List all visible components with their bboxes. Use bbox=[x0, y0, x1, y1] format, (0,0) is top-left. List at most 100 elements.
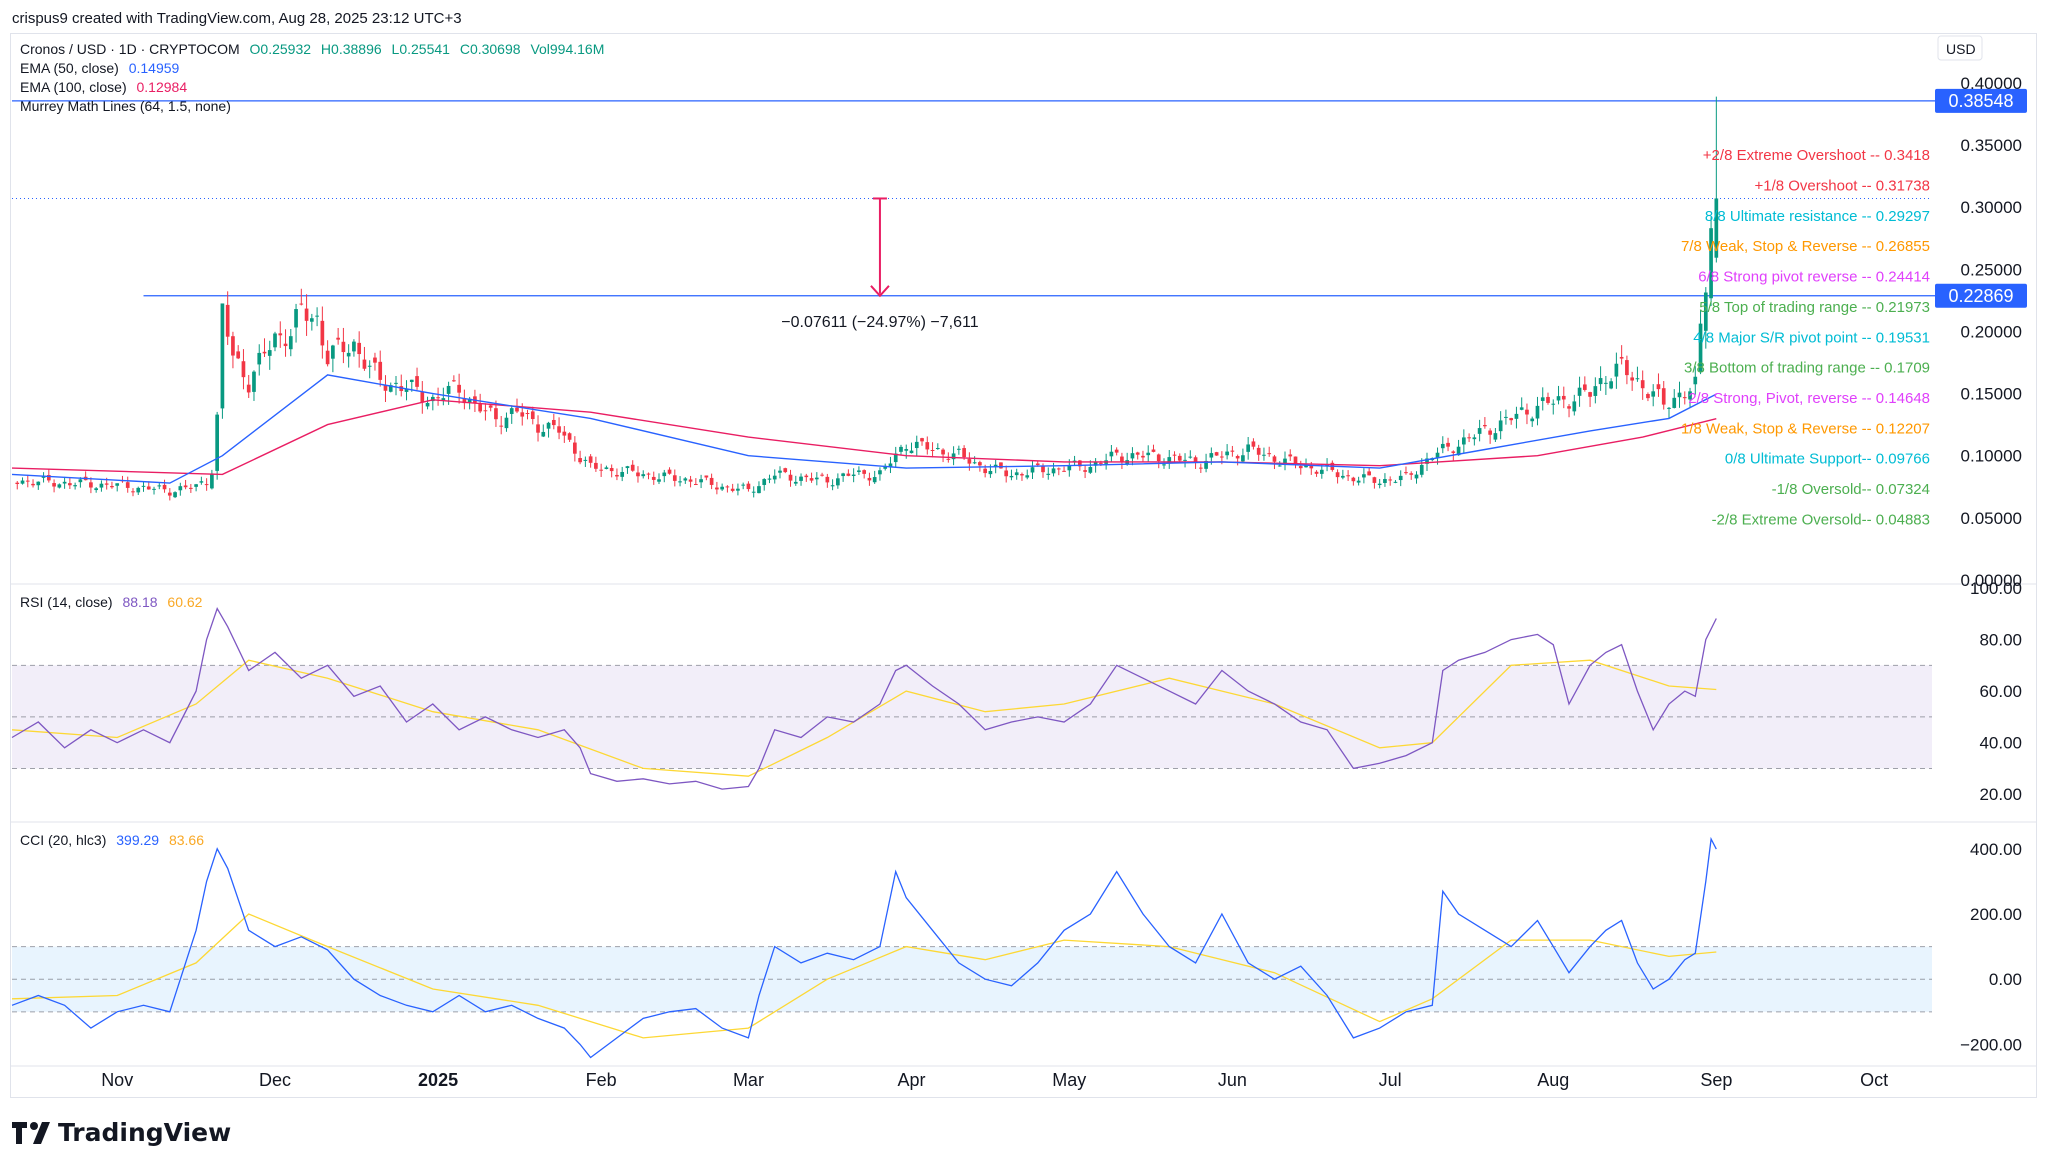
candle[interactable] bbox=[441, 398, 446, 401]
candle[interactable] bbox=[204, 484, 209, 486]
candle[interactable] bbox=[1372, 477, 1377, 483]
candle[interactable] bbox=[704, 475, 709, 478]
candle[interactable] bbox=[273, 333, 277, 348]
candle[interactable] bbox=[31, 483, 35, 486]
candle[interactable] bbox=[988, 470, 993, 475]
candle[interactable] bbox=[983, 468, 987, 474]
candle[interactable] bbox=[1398, 475, 1403, 481]
candle[interactable] bbox=[920, 438, 924, 442]
candle[interactable] bbox=[136, 487, 141, 493]
candle[interactable] bbox=[925, 442, 930, 450]
candle[interactable] bbox=[1651, 391, 1656, 397]
ema100-line[interactable] bbox=[11, 399, 1717, 476]
candle[interactable] bbox=[183, 485, 188, 488]
candle[interactable] bbox=[1151, 449, 1156, 452]
candle[interactable] bbox=[1567, 406, 1571, 409]
candle[interactable] bbox=[373, 357, 377, 363]
candle[interactable] bbox=[488, 405, 493, 408]
candle[interactable] bbox=[1230, 450, 1235, 452]
ema50-line[interactable] bbox=[11, 374, 1717, 484]
candle[interactable] bbox=[1251, 441, 1256, 447]
candle[interactable] bbox=[957, 448, 961, 450]
candle[interactable] bbox=[730, 488, 735, 491]
candle[interactable] bbox=[1172, 454, 1177, 456]
candle[interactable] bbox=[793, 481, 798, 484]
candle[interactable] bbox=[762, 479, 767, 485]
candle[interactable] bbox=[225, 304, 230, 337]
candle[interactable] bbox=[878, 470, 882, 475]
candle[interactable] bbox=[772, 475, 777, 480]
candle[interactable] bbox=[1425, 458, 1429, 464]
candle[interactable] bbox=[599, 469, 603, 471]
candle[interactable] bbox=[557, 426, 561, 433]
candle[interactable] bbox=[394, 382, 398, 384]
candle[interactable] bbox=[662, 472, 667, 477]
candle[interactable] bbox=[1162, 464, 1166, 466]
candle[interactable] bbox=[820, 474, 824, 476]
candle[interactable] bbox=[1546, 396, 1550, 403]
candle[interactable] bbox=[1204, 460, 1208, 469]
candle[interactable] bbox=[1551, 403, 1556, 405]
candle[interactable] bbox=[1588, 392, 1592, 397]
candle[interactable] bbox=[851, 474, 856, 476]
candle[interactable] bbox=[909, 450, 914, 454]
candle[interactable] bbox=[299, 303, 304, 305]
candle[interactable] bbox=[1167, 457, 1172, 464]
candle[interactable] bbox=[594, 462, 598, 469]
candle[interactable] bbox=[462, 399, 467, 404]
candle[interactable] bbox=[315, 315, 319, 317]
candle[interactable] bbox=[1135, 452, 1140, 455]
candle[interactable] bbox=[467, 398, 472, 403]
candle[interactable] bbox=[236, 351, 241, 359]
candle[interactable] bbox=[967, 459, 972, 464]
candle[interactable] bbox=[736, 488, 740, 491]
candle[interactable] bbox=[862, 470, 867, 474]
candle[interactable] bbox=[246, 384, 251, 393]
candle[interactable] bbox=[167, 492, 172, 496]
candle[interactable] bbox=[1362, 474, 1366, 478]
candle[interactable] bbox=[872, 477, 877, 483]
candle[interactable] bbox=[962, 448, 966, 458]
candle[interactable] bbox=[420, 392, 425, 403]
candle[interactable] bbox=[25, 480, 30, 482]
candle[interactable] bbox=[110, 486, 114, 488]
candle[interactable] bbox=[1504, 416, 1508, 418]
candle[interactable] bbox=[778, 470, 782, 473]
candle[interactable] bbox=[152, 488, 156, 490]
candle[interactable] bbox=[930, 450, 935, 452]
candle[interactable] bbox=[1661, 388, 1666, 405]
candle[interactable] bbox=[1404, 472, 1408, 474]
candle[interactable] bbox=[367, 365, 372, 367]
candle[interactable] bbox=[1051, 468, 1056, 474]
candle[interactable] bbox=[1020, 474, 1024, 476]
ema50-label[interactable]: EMA (50, close) bbox=[20, 60, 119, 76]
candle[interactable] bbox=[283, 343, 288, 347]
candle[interactable] bbox=[499, 425, 504, 427]
candle[interactable] bbox=[215, 414, 219, 471]
candle[interactable] bbox=[1472, 437, 1477, 440]
candle[interactable] bbox=[1530, 418, 1535, 422]
candle[interactable] bbox=[473, 396, 477, 403]
candle[interactable] bbox=[1188, 456, 1193, 458]
candle[interactable] bbox=[68, 483, 72, 486]
candle[interactable] bbox=[378, 361, 383, 380]
price-label-box[interactable] bbox=[1935, 88, 2027, 113]
candle[interactable] bbox=[1267, 453, 1272, 455]
candle[interactable] bbox=[267, 350, 272, 356]
candle[interactable] bbox=[814, 477, 819, 480]
candle[interactable] bbox=[914, 441, 919, 449]
candle[interactable] bbox=[720, 486, 724, 490]
candle[interactable] bbox=[715, 487, 719, 490]
candle[interactable] bbox=[667, 469, 672, 474]
candle[interactable] bbox=[1388, 479, 1393, 481]
candle[interactable] bbox=[1077, 460, 1082, 467]
candle[interactable] bbox=[430, 396, 435, 402]
candle[interactable] bbox=[1703, 292, 1708, 331]
candle[interactable] bbox=[1604, 382, 1608, 384]
candle[interactable] bbox=[609, 468, 614, 472]
candle[interactable] bbox=[415, 376, 419, 387]
candle[interactable] bbox=[1272, 456, 1277, 462]
candle[interactable] bbox=[783, 468, 788, 473]
candle[interactable] bbox=[1193, 457, 1198, 463]
candle[interactable] bbox=[1093, 461, 1098, 466]
